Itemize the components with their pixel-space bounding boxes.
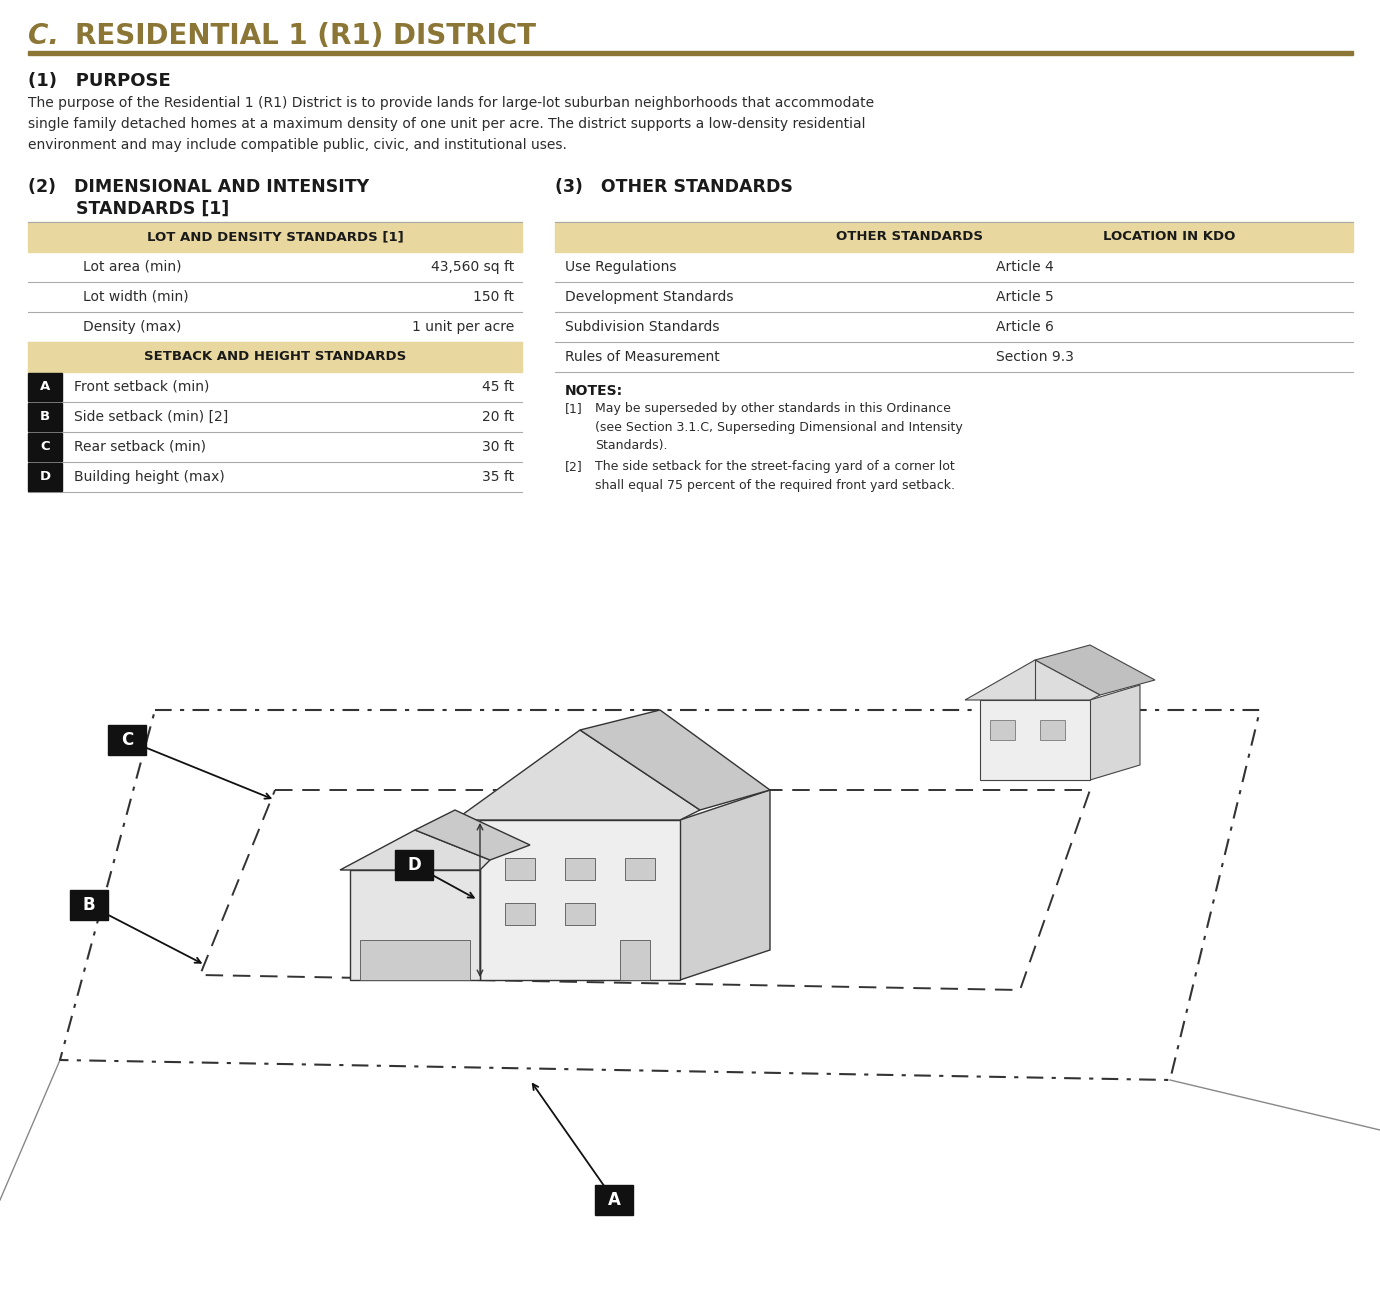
Text: A: A bbox=[40, 381, 50, 394]
Bar bbox=[1041, 720, 1065, 739]
Text: 150 ft: 150 ft bbox=[473, 289, 513, 304]
Text: D: D bbox=[407, 855, 421, 874]
Text: Article 5: Article 5 bbox=[996, 289, 1054, 304]
Bar bbox=[505, 858, 535, 880]
Text: NOTES:: NOTES: bbox=[564, 383, 624, 398]
Bar bbox=[28, 373, 62, 402]
Polygon shape bbox=[339, 831, 490, 870]
Text: Rear setback (min): Rear setback (min) bbox=[75, 439, 206, 454]
Text: Use Regulations: Use Regulations bbox=[564, 259, 676, 274]
Polygon shape bbox=[455, 730, 700, 820]
Text: 35 ft: 35 ft bbox=[482, 469, 513, 484]
Bar bbox=[360, 940, 471, 981]
Text: B: B bbox=[83, 896, 95, 914]
Text: Article 4: Article 4 bbox=[996, 259, 1054, 274]
Text: Subdivision Standards: Subdivision Standards bbox=[564, 319, 719, 334]
Polygon shape bbox=[580, 709, 770, 810]
Polygon shape bbox=[351, 870, 480, 981]
Text: Front setback (min): Front setback (min) bbox=[75, 379, 210, 394]
Text: Article 6: Article 6 bbox=[996, 319, 1054, 334]
Bar bbox=[70, 891, 108, 921]
Text: C: C bbox=[40, 441, 50, 454]
Text: Side setback (min) [2]: Side setback (min) [2] bbox=[75, 409, 228, 424]
Bar bbox=[989, 720, 1016, 739]
Bar bbox=[555, 222, 1352, 252]
Bar bbox=[595, 1185, 633, 1215]
Bar bbox=[108, 725, 146, 755]
Text: 43,560 sq ft: 43,560 sq ft bbox=[431, 259, 513, 274]
Text: [1]: [1] bbox=[564, 402, 582, 415]
Text: A: A bbox=[607, 1191, 621, 1209]
Text: RESIDENTIAL 1 (R1) DISTRICT: RESIDENTIAL 1 (R1) DISTRICT bbox=[75, 22, 535, 50]
Bar bbox=[28, 222, 522, 252]
Text: Lot width (min): Lot width (min) bbox=[83, 289, 189, 304]
Text: [2]: [2] bbox=[564, 460, 582, 473]
Polygon shape bbox=[1035, 645, 1155, 695]
Polygon shape bbox=[415, 810, 530, 861]
Polygon shape bbox=[965, 660, 1100, 700]
Text: C: C bbox=[121, 732, 132, 748]
Text: Rules of Measurement: Rules of Measurement bbox=[564, 349, 720, 364]
Polygon shape bbox=[1090, 685, 1140, 780]
Text: Lot area (min): Lot area (min) bbox=[83, 259, 182, 274]
Text: Building height (max): Building height (max) bbox=[75, 469, 225, 484]
Text: (3)   OTHER STANDARDS: (3) OTHER STANDARDS bbox=[555, 179, 793, 196]
Text: LOCATION IN KDO: LOCATION IN KDO bbox=[1103, 231, 1235, 244]
Bar bbox=[625, 858, 655, 880]
Text: OTHER STANDARDS: OTHER STANDARDS bbox=[836, 231, 983, 244]
Bar bbox=[28, 51, 1352, 55]
Bar bbox=[28, 403, 62, 432]
Bar bbox=[395, 850, 433, 880]
Polygon shape bbox=[980, 700, 1090, 780]
Bar bbox=[620, 940, 650, 981]
Bar bbox=[28, 433, 62, 462]
Text: 45 ft: 45 ft bbox=[482, 379, 513, 394]
Text: May be superseded by other standards in this Ordinance
(see Section 3.1.C, Super: May be superseded by other standards in … bbox=[595, 402, 963, 452]
Text: 20 ft: 20 ft bbox=[482, 409, 513, 424]
Text: 1 unit per acre: 1 unit per acre bbox=[411, 319, 513, 334]
Bar bbox=[564, 858, 595, 880]
Text: The purpose of the Residential 1 (R1) District is to provide lands for large-lot: The purpose of the Residential 1 (R1) Di… bbox=[28, 96, 874, 153]
Text: 30 ft: 30 ft bbox=[482, 439, 513, 454]
Text: The side setback for the street-facing yard of a corner lot
shall equal 75 perce: The side setback for the street-facing y… bbox=[595, 460, 955, 492]
Text: LOT AND DENSITY STANDARDS [1]: LOT AND DENSITY STANDARDS [1] bbox=[146, 231, 403, 244]
Text: (1)   PURPOSE: (1) PURPOSE bbox=[28, 72, 171, 90]
Bar bbox=[28, 463, 62, 492]
Polygon shape bbox=[480, 820, 680, 981]
Bar bbox=[505, 902, 535, 925]
Text: SETBACK AND HEIGHT STANDARDS: SETBACK AND HEIGHT STANDARDS bbox=[144, 351, 406, 364]
Bar bbox=[564, 902, 595, 925]
Text: STANDARDS [1]: STANDARDS [1] bbox=[28, 200, 229, 218]
Text: C.: C. bbox=[28, 22, 59, 50]
Text: Section 9.3: Section 9.3 bbox=[996, 349, 1074, 364]
Bar bbox=[28, 342, 522, 372]
Text: D: D bbox=[40, 471, 51, 484]
Polygon shape bbox=[680, 790, 770, 981]
Text: Development Standards: Development Standards bbox=[564, 289, 734, 304]
Text: B: B bbox=[40, 411, 50, 424]
Text: Density (max): Density (max) bbox=[83, 319, 181, 334]
Bar bbox=[0, 685, 1380, 1304]
Text: (2)   DIMENSIONAL AND INTENSITY: (2) DIMENSIONAL AND INTENSITY bbox=[28, 179, 368, 196]
